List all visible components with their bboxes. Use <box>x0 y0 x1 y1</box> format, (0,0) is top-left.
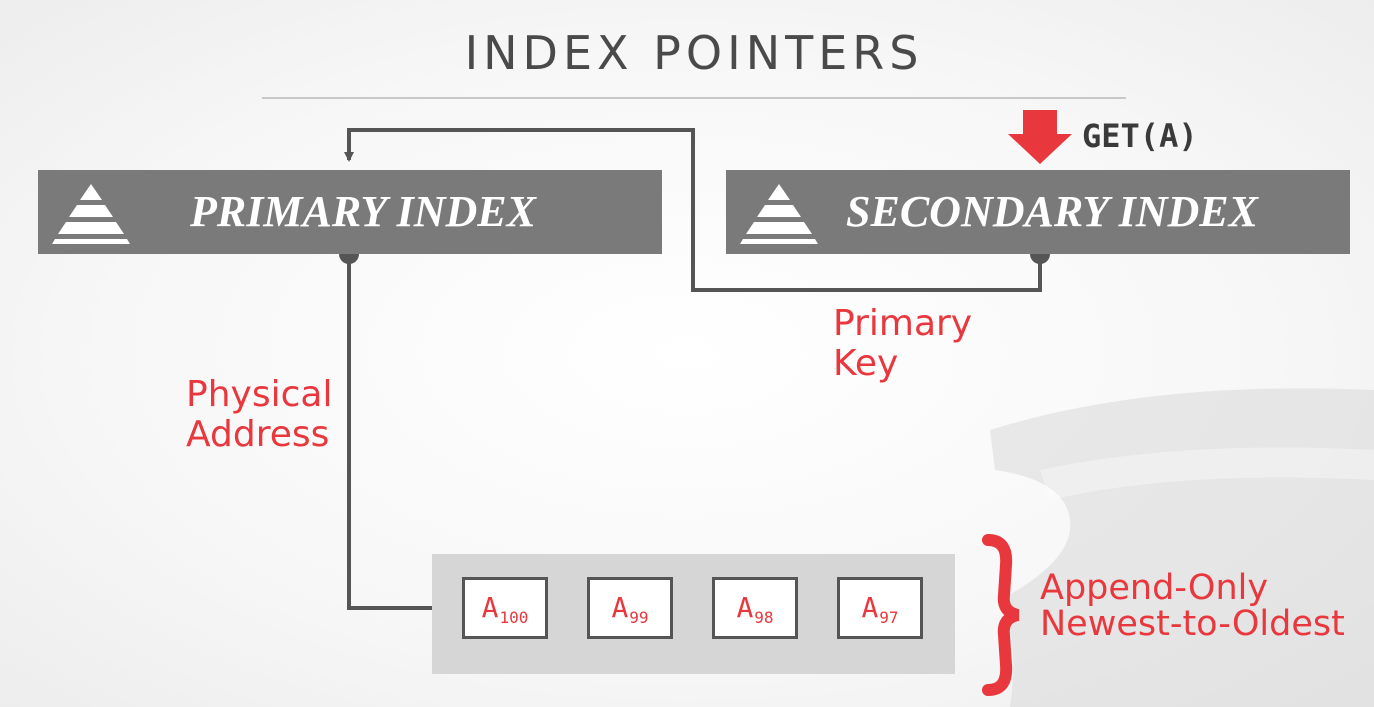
curly-brace-icon <box>982 534 1020 696</box>
version-node: A98 <box>712 577 798 639</box>
version-base: A <box>861 591 879 624</box>
tree-index-icon <box>52 184 130 244</box>
version-base: A <box>736 591 754 624</box>
primary-key-label: Primary Key <box>833 304 972 384</box>
secondary-index-label: SECONDARY INDEX <box>846 187 1259 236</box>
version-sub: 97 <box>879 608 899 627</box>
version-sub: 98 <box>754 608 774 627</box>
primary-key-label-line: Key <box>833 343 899 384</box>
secondary-index-box: SECONDARY INDEX <box>726 170 1350 254</box>
version-sub: 99 <box>629 608 649 627</box>
annotation-line: Newest-to-Oldest <box>1040 604 1345 644</box>
query-arrow-icon <box>1008 110 1072 164</box>
title-divider <box>262 97 1126 99</box>
primary-key-pointer <box>344 128 1042 292</box>
version-node: A100 <box>462 577 548 639</box>
primary-index-label: PRIMARY INDEX <box>190 187 536 236</box>
version-node: A97 <box>837 577 923 639</box>
primary-key-label-line: Primary <box>833 303 973 344</box>
physical-address-label-line: Physical <box>186 374 333 415</box>
version-base: A <box>611 591 629 624</box>
primary-index-box: PRIMARY INDEX <box>38 170 662 254</box>
physical-address-pointer <box>347 256 457 613</box>
version-chain-annotation: Append-Only Newest-to-Oldest <box>1040 570 1345 642</box>
version-sub: 100 <box>499 608 529 627</box>
version-base: A <box>481 591 499 624</box>
version-node: A99 <box>587 577 673 639</box>
physical-address-label: Physical Address <box>186 375 332 455</box>
tree-index-icon <box>740 184 818 244</box>
physical-address-label-line: Address <box>186 414 330 455</box>
annotation-line: Append-Only <box>1040 568 1269 608</box>
query-label: GET(A) <box>1082 117 1198 155</box>
page-title: INDEX POINTERS <box>464 26 924 80</box>
